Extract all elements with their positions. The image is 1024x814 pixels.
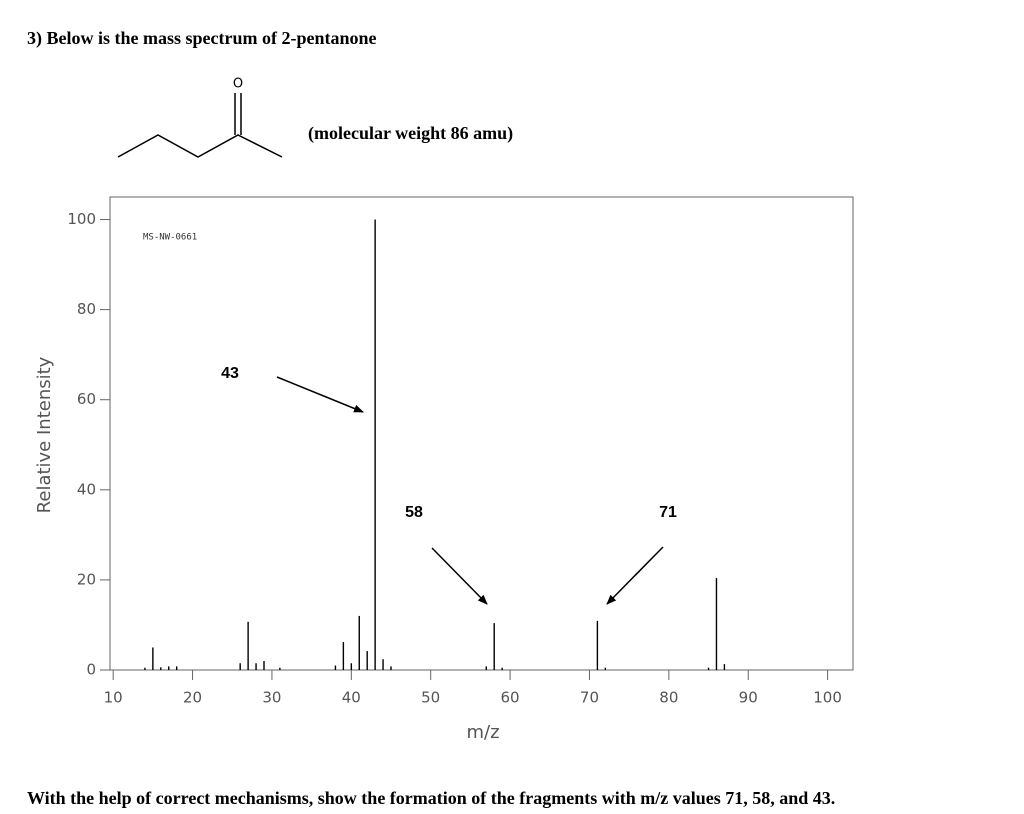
x-tick-label: 90	[739, 689, 758, 707]
caption: (molecular weight 86 amu)	[308, 123, 513, 144]
annotation-arrow	[276, 376, 364, 413]
x-tick-label: 50	[421, 689, 440, 707]
y-tick-label: 20	[77, 570, 96, 588]
x-tick-label: 40	[342, 689, 361, 707]
annotation-label: 71	[659, 504, 677, 521]
y-tick-label: 80	[77, 300, 96, 318]
annotation-label: 58	[405, 504, 423, 521]
y-tick-label: 60	[77, 390, 96, 408]
y-tick-label: 100	[67, 210, 96, 228]
x-axis-label: m/z	[466, 722, 499, 743]
x-tick-label: 60	[501, 689, 520, 707]
y-tick-label: 40	[77, 480, 96, 498]
annotation-arrow	[606, 546, 664, 605]
question: With the help of correct mechanisms, sho…	[27, 788, 835, 808]
molecule	[117, 93, 283, 158]
x-tick-label: 20	[183, 689, 202, 707]
annotation-label: 43	[221, 365, 239, 382]
x-tick-label: 80	[659, 689, 678, 707]
x-tick-label: 30	[262, 689, 281, 707]
plot-frame	[109, 196, 854, 671]
x-tick-label: 70	[580, 689, 599, 707]
x-tick-label: 100	[813, 689, 842, 707]
y-axis-label: Relative Intensity	[34, 356, 55, 513]
spectrum-id: MS-NW-0661	[143, 233, 197, 243]
title: 3) Below is the mass spectrum of 2-penta…	[27, 28, 376, 49]
x-tick-label: 10	[104, 689, 123, 707]
annotation-arrow	[431, 547, 488, 605]
atom-label: O	[233, 77, 243, 92]
y-tick-label: 0	[86, 661, 96, 679]
